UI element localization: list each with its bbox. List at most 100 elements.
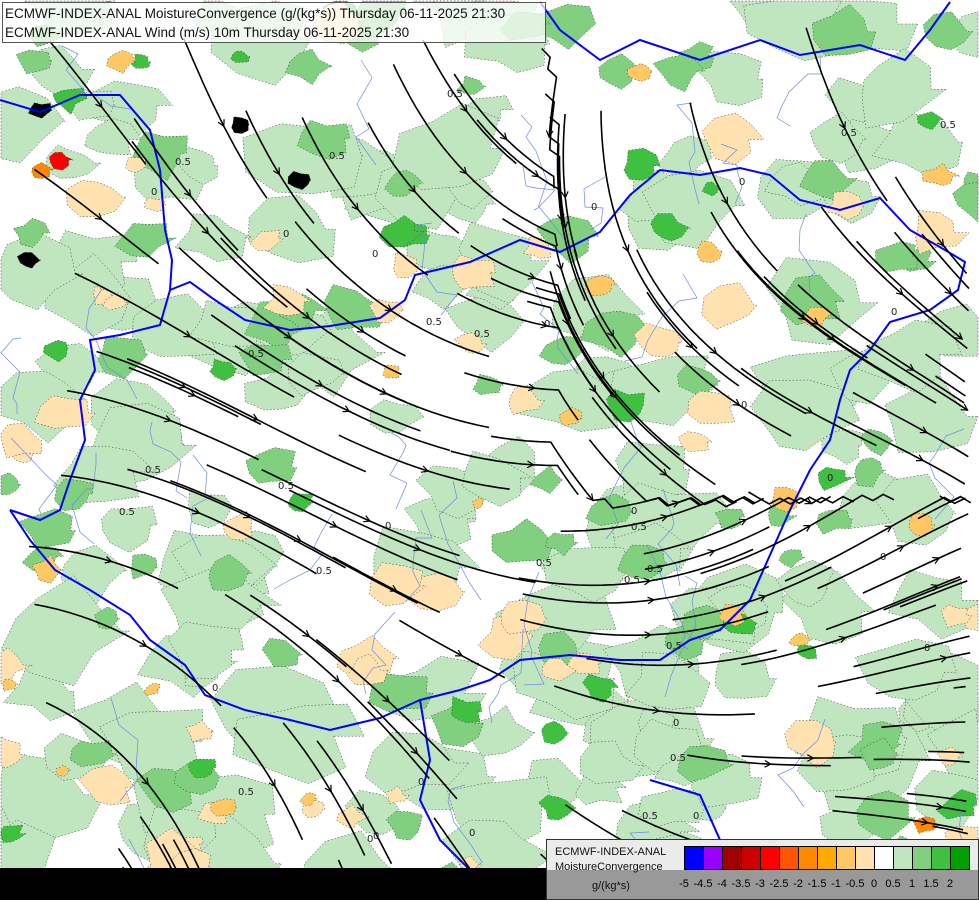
convergence-area — [809, 111, 868, 164]
streamline — [367, 701, 458, 800]
river — [664, 575, 698, 698]
contour-label: 0.5 — [119, 507, 135, 518]
streamline — [672, 566, 832, 621]
streamline — [96, 350, 262, 426]
legend-tick-label: -1.5 — [807, 878, 827, 890]
legend-swatch — [856, 847, 875, 869]
streamline — [748, 491, 855, 505]
river — [488, 628, 524, 724]
streamline — [856, 240, 963, 340]
streamline — [301, 117, 429, 276]
river — [0, 337, 22, 414]
contour-label: 0.5 — [631, 522, 647, 533]
legend-model: ECMWF-INDEX-ANAL — [555, 846, 667, 858]
streamline — [549, 116, 586, 302]
legend-swatch — [951, 847, 969, 869]
streamline — [820, 206, 968, 350]
streamline-arrow — [217, 119, 225, 128]
streamline-arrow — [607, 329, 615, 338]
streamline-arrow — [351, 202, 359, 211]
streamline-arrow — [932, 556, 941, 564]
convergence-area — [515, 368, 619, 432]
divergence-area — [249, 230, 284, 251]
convergence-area — [43, 339, 69, 363]
divergence-area — [940, 604, 972, 628]
divergence-area — [453, 332, 488, 354]
convergence-area — [187, 758, 217, 778]
divergence-area — [541, 658, 578, 682]
streamline — [450, 450, 579, 496]
streamline — [541, 48, 563, 216]
contour-label: 0 — [418, 777, 424, 788]
streamline-arrow — [187, 389, 197, 397]
convergence-area — [875, 241, 918, 273]
contour-label: 0.5 — [175, 157, 191, 168]
divergence-area — [687, 390, 736, 424]
divergence-area — [477, 612, 535, 661]
river — [720, 143, 743, 205]
streamline — [67, 389, 259, 461]
streamline-arrow — [94, 212, 103, 221]
color-legend: ECMWF-INDEX-ANAL MoistureConvergence g/(… — [546, 839, 979, 900]
streamline — [170, 480, 418, 604]
streamline-arrow — [709, 346, 718, 355]
contour-label: 0.5 — [278, 481, 294, 492]
divergence-area — [2, 678, 19, 692]
convergence-area — [54, 478, 94, 511]
convergence-area — [230, 50, 251, 63]
convergence-area — [542, 547, 633, 603]
convergence-area — [538, 795, 577, 821]
streamline — [453, 73, 555, 189]
streamline-arrow — [527, 272, 536, 280]
divergence-area — [633, 322, 683, 358]
streamline-arrow — [499, 132, 508, 141]
streamline-arrow — [141, 777, 150, 786]
convergence-area — [261, 637, 304, 667]
streamline — [636, 249, 807, 415]
divergence-area — [0, 422, 42, 459]
bottom-bar — [0, 868, 547, 900]
contour-label: 0.5 — [447, 89, 463, 100]
streamline — [502, 218, 585, 326]
streamline — [133, 118, 239, 251]
streamline — [234, 345, 451, 452]
streamline — [674, 351, 792, 437]
contour-label: 0.5 — [426, 317, 442, 328]
streamline-arrow — [936, 238, 945, 247]
streamline — [553, 685, 755, 716]
streamline-arrow — [382, 695, 391, 703]
streamline — [953, 685, 966, 689]
convergence-area — [378, 215, 425, 248]
streamline-arrow — [556, 262, 564, 271]
streamline — [220, 237, 402, 376]
streamline — [646, 291, 740, 387]
streamline-arrow — [586, 493, 594, 502]
streamline — [249, 594, 348, 668]
streamline-arrow — [660, 514, 669, 522]
divergence-area — [701, 282, 758, 330]
streamline-arrow — [363, 515, 372, 523]
streamline-arrow — [935, 802, 944, 811]
convergence-area — [208, 554, 253, 592]
streamline-arrow — [906, 363, 915, 371]
streamline — [763, 276, 868, 359]
divergence-area — [696, 240, 723, 263]
streamline-arrow — [805, 406, 814, 414]
convergence-area — [0, 232, 84, 311]
streamline-arrow — [268, 779, 276, 788]
divergence-area — [0, 735, 26, 769]
convergence-area — [861, 47, 947, 129]
convergence-area — [952, 181, 979, 223]
convergence-area — [244, 361, 308, 411]
divergence-area — [922, 162, 961, 186]
divergence-area — [584, 275, 618, 296]
contour-label: 0.5 — [670, 753, 686, 764]
streamline-arrow — [183, 330, 192, 338]
legend-tick-label: -2 — [793, 878, 803, 890]
legend-tick-label: 2 — [946, 878, 954, 890]
convergence-area — [936, 789, 978, 820]
streamline-arrow — [104, 556, 113, 564]
streamline — [873, 758, 970, 763]
streamline-arrow — [201, 226, 210, 235]
